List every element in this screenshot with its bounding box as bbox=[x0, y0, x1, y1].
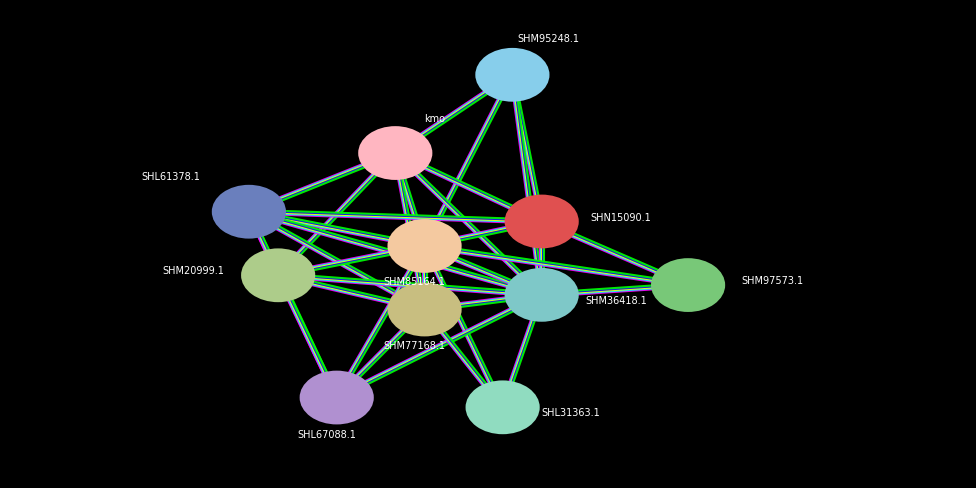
Ellipse shape bbox=[505, 268, 579, 322]
Text: SHM20999.1: SHM20999.1 bbox=[163, 266, 224, 276]
Text: kmo: kmo bbox=[425, 114, 446, 123]
Ellipse shape bbox=[475, 49, 549, 102]
Text: SHM97573.1: SHM97573.1 bbox=[742, 276, 804, 285]
Text: SHM95248.1: SHM95248.1 bbox=[517, 34, 580, 44]
Ellipse shape bbox=[387, 283, 462, 337]
Text: SHM77168.1: SHM77168.1 bbox=[384, 340, 446, 350]
Ellipse shape bbox=[387, 220, 462, 273]
Ellipse shape bbox=[241, 249, 315, 303]
Text: SHN15090.1: SHN15090.1 bbox=[590, 212, 651, 222]
Ellipse shape bbox=[358, 127, 432, 181]
Ellipse shape bbox=[466, 381, 540, 434]
Ellipse shape bbox=[505, 195, 579, 249]
Ellipse shape bbox=[651, 259, 725, 312]
Text: SHL67088.1: SHL67088.1 bbox=[298, 429, 356, 439]
Text: SHL31363.1: SHL31363.1 bbox=[542, 407, 600, 417]
Ellipse shape bbox=[300, 371, 374, 425]
Text: SHM85164.1: SHM85164.1 bbox=[384, 277, 446, 286]
Ellipse shape bbox=[212, 185, 286, 239]
Text: SHL61378.1: SHL61378.1 bbox=[142, 172, 200, 182]
Text: SHM36418.1: SHM36418.1 bbox=[586, 295, 647, 305]
